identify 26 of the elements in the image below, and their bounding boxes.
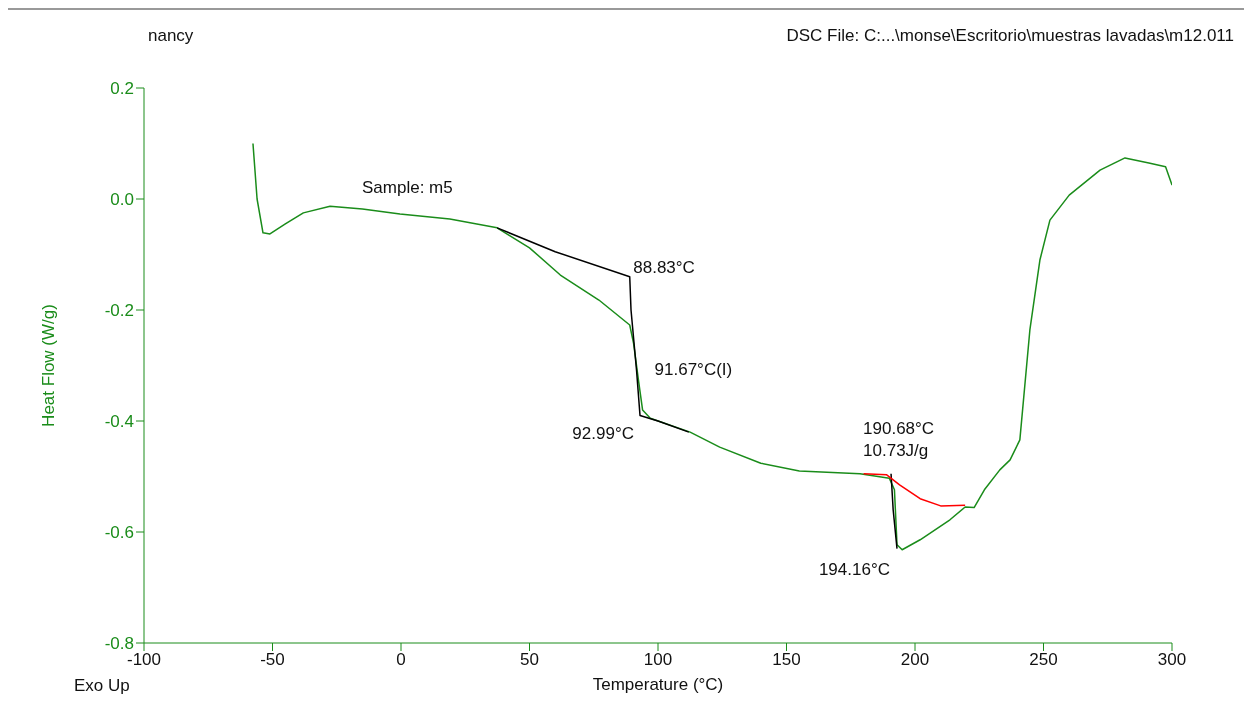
line-series — [252, 142, 1172, 551]
y-tick-label: 0.2 — [110, 79, 134, 99]
x-tick-label: -50 — [260, 650, 285, 670]
annotation: 91.67°C(I) — [654, 360, 733, 380]
annotation: 92.99°C — [572, 424, 634, 444]
text: nancy — [148, 26, 194, 46]
annotation: 194.16°C — [818, 559, 890, 579]
x-tick-label: 300 — [1157, 650, 1187, 670]
x-tick-label: 200 — [900, 650, 930, 670]
line-series — [862, 472, 966, 507]
annotation: 190.68°C 10.73J/g — [863, 418, 935, 460]
x-tick-label: 250 — [1029, 650, 1058, 670]
x-tick-label: 50 — [520, 650, 539, 670]
annotation: Sample: m5 — [362, 178, 453, 198]
y-axis-title: Heat Flow (W/g) — [39, 304, 59, 427]
y-tick-label: -0.6 — [104, 523, 134, 543]
annotation: 88.83°C — [633, 257, 695, 277]
y-tick-label: 0.0 — [110, 190, 134, 210]
text: Exo Up — [74, 676, 130, 696]
x-axis-title: Temperature (°C) — [592, 675, 724, 694]
text: DSC File: C:...\monse\Escritorio\muestras lavadas\m12.011 — [786, 26, 1234, 46]
x-tick-label: 100 — [643, 650, 673, 670]
y-tick-label: -0.4 — [104, 412, 134, 432]
x-tick-label: 0 — [396, 650, 406, 670]
y-tick-label: -0.2 — [104, 301, 134, 321]
x-tick-label: 150 — [772, 650, 801, 670]
